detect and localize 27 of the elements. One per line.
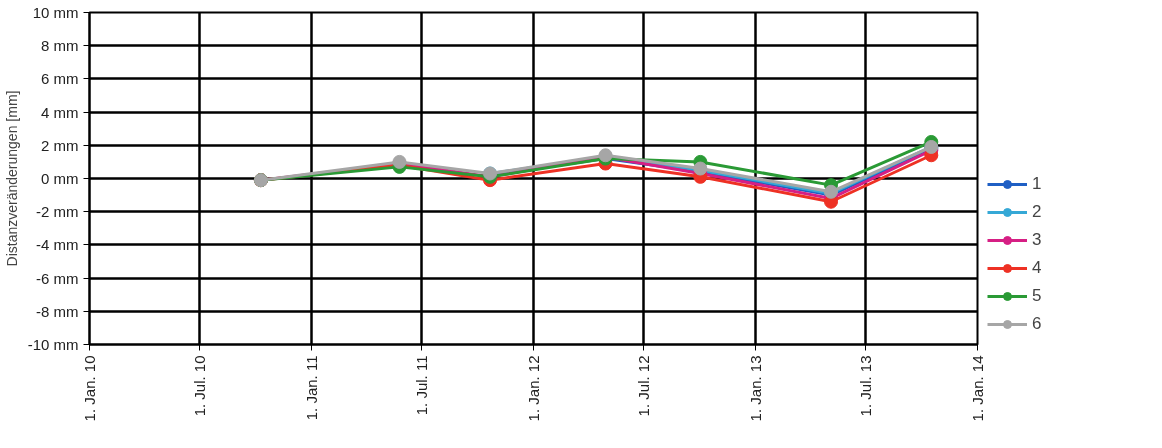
x-tick-label: 1. Jan. 10	[81, 355, 98, 422]
y-tick-label: -10 mm	[27, 336, 79, 353]
y-tick-label: -2 mm	[36, 203, 79, 221]
y-tick-label: 6 mm	[41, 70, 79, 88]
x-tick-label: 1. Jul. 13	[857, 355, 875, 417]
x-tick-label: 1. Jan. 11	[302, 355, 320, 421]
x-tick-label: 1. Jul. 11	[412, 355, 430, 416]
y-tick-label: -6 mm	[36, 269, 79, 287]
y-axis-title: Distanzveränderungen [mm]	[3, 90, 20, 267]
y-tick-label: 8 mm	[41, 37, 79, 55]
legend-label: 3	[1032, 230, 1043, 250]
y-tick-label: 10 mm	[32, 4, 79, 21]
x-tick-label: 1. Jul. 10	[191, 355, 209, 417]
x-tick-label: 1. Jan. 12	[524, 355, 542, 422]
legend-label: 4	[1032, 258, 1043, 278]
x-tick-label: 1. Jul. 12	[635, 355, 653, 417]
y-tick-label: 2 mm	[41, 136, 79, 154]
legend-label: 5	[1032, 286, 1043, 306]
x-tick-label: 1. Jan. 13	[747, 355, 765, 422]
y-tick-label: 4 mm	[41, 103, 79, 121]
y-tick-label: -4 mm	[36, 236, 79, 254]
legend-label: 6	[1032, 314, 1043, 334]
y-tick-label: 0 mm	[41, 170, 79, 187]
x-tick-label: 1. Jan. 14	[969, 355, 986, 422]
legend-label: 2	[1032, 202, 1043, 222]
y-tick-label: -8 mm	[36, 302, 79, 320]
legend-label: 1	[1032, 174, 1043, 194]
